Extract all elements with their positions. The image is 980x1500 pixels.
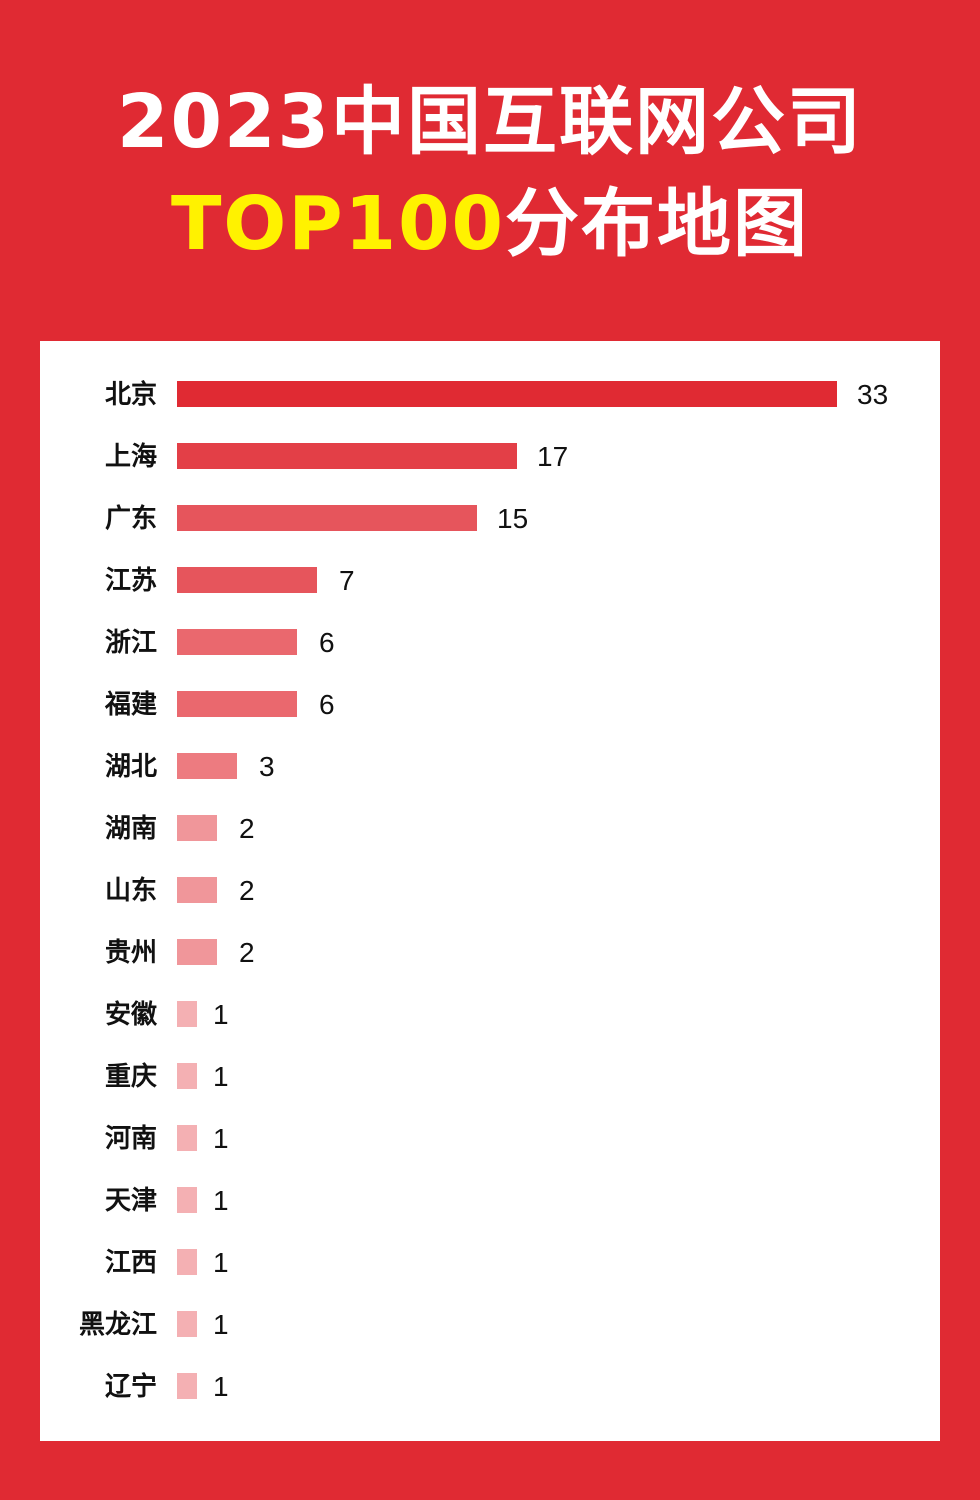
value-label: 7 [339,565,355,596]
category-label: 河南 [105,1124,157,1154]
bar-chart: 北京 33 上海 17 广东 15 江苏 7 浙江 6 福建 6 湖北 3 湖南 2 山东 2 贵州 2 安徽 1 重庆 1 河… [79,379,888,1402]
category-label: 黑龙江 [79,1310,157,1340]
value-label: 6 [319,627,335,658]
value-label: 1 [213,1123,229,1154]
bar [177,877,217,903]
category-label: 江苏 [105,566,157,596]
bar [177,1187,197,1213]
bar [177,505,477,531]
bar [177,1249,197,1275]
bar [177,443,517,469]
value-label: 1 [213,1185,229,1216]
value-label: 3 [259,751,275,782]
value-label: 2 [239,875,255,906]
bar [177,691,297,717]
title-highlight: TOP100 [170,181,506,267]
value-label: 6 [319,689,335,720]
bar [177,815,217,841]
category-label: 天津 [105,1186,157,1216]
value-label: 1 [213,1371,229,1402]
category-label: 安徽 [105,1000,158,1030]
value-label: 1 [213,999,229,1030]
value-label: 1 [213,1247,229,1278]
category-label: 浙江 [105,628,157,658]
category-label: 上海 [105,442,157,472]
category-label: 江西 [105,1248,157,1278]
bar [177,1125,197,1151]
bar [177,753,237,779]
value-label: 2 [239,937,255,968]
category-label: 辽宁 [105,1371,157,1402]
category-label: 湖南 [105,814,157,844]
value-label: 17 [537,441,568,472]
category-label: 重庆 [105,1061,157,1092]
value-label: 2 [239,813,255,844]
category-label: 湖北 [105,752,157,782]
category-label: 广东 [105,503,157,534]
bar [177,939,217,965]
value-label: 33 [857,379,888,410]
bar [177,567,317,593]
title-rest: 分布地图 [505,181,810,267]
bar [177,1001,197,1027]
bar [177,1311,197,1337]
bar [177,1063,197,1089]
category-label: 贵州 [105,938,157,968]
chart-panel: 北京 33 上海 17 广东 15 江苏 7 浙江 6 福建 6 湖北 3 湖南 2 山东 2 贵州 2 安徽 1 重庆 1 河… [40,341,940,1441]
value-label: 15 [497,503,528,534]
category-label: 福建 [104,690,157,720]
title-line-2: TOP100分布地图 [0,182,980,266]
bar [177,381,837,407]
title-line-1: 2023中国互联网公司 [117,79,863,165]
value-label: 1 [213,1061,229,1092]
category-label: 北京 [105,379,157,410]
bar [177,629,297,655]
value-label: 1 [213,1309,229,1340]
category-label: 山东 [105,875,157,906]
bar [177,1373,197,1399]
